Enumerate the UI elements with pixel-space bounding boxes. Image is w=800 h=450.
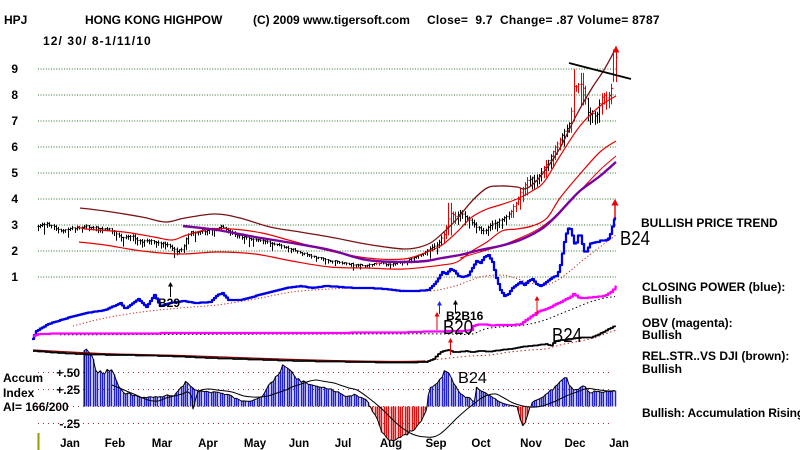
svg-text:Index: Index bbox=[3, 386, 35, 400]
svg-text:3: 3 bbox=[11, 218, 18, 232]
svg-text:REL.STR..VS DJI (brown):: REL.STR..VS DJI (brown): bbox=[642, 349, 789, 363]
svg-text:2: 2 bbox=[11, 244, 18, 258]
svg-text:+.25: +.25 bbox=[56, 383, 80, 397]
svg-text:+.50: +.50 bbox=[56, 366, 80, 380]
svg-text:BULLISH PRICE TREND: BULLISH PRICE TREND bbox=[641, 216, 778, 230]
svg-text:12/ 30/ 8-1/11/10: 12/ 30/ 8-1/11/10 bbox=[43, 34, 152, 48]
svg-text:Apr: Apr bbox=[198, 438, 218, 450]
svg-text:B24: B24 bbox=[552, 325, 582, 347]
svg-text:OBV (magenta):: OBV (magenta): bbox=[642, 316, 733, 330]
svg-text:Bullish: Bullish bbox=[642, 293, 682, 307]
svg-text:6: 6 bbox=[11, 140, 18, 154]
svg-text:Mar: Mar bbox=[152, 438, 173, 450]
svg-text:B20: B20 bbox=[443, 317, 473, 339]
svg-text:7: 7 bbox=[11, 114, 18, 128]
svg-text:4: 4 bbox=[11, 192, 18, 206]
svg-text:AI= 166/200: AI= 166/200 bbox=[3, 400, 69, 414]
svg-text:B24: B24 bbox=[620, 228, 650, 250]
svg-text:May: May bbox=[244, 438, 267, 450]
svg-text:-.25: -.25 bbox=[59, 417, 80, 431]
svg-text:Bullish: Bullish bbox=[642, 328, 682, 342]
svg-text:Close= 9.7 Change= .87 Volum: Close= 9.7 Change= .87 Volume= 8787 bbox=[427, 13, 660, 27]
svg-text:Bullish: Bullish bbox=[642, 362, 682, 376]
svg-text:B2B16: B2B16 bbox=[446, 309, 484, 323]
svg-text:Accum: Accum bbox=[3, 371, 43, 385]
svg-text:HONG KONG HIGHPOW: HONG KONG HIGHPOW bbox=[85, 13, 223, 27]
svg-text:5: 5 bbox=[11, 166, 18, 180]
svg-text:Sep: Sep bbox=[425, 438, 446, 450]
svg-text:(C) 2009 www.tigersoft.com: (C) 2009 www.tigersoft.com bbox=[253, 13, 410, 27]
svg-text:Jan: Jan bbox=[60, 438, 80, 450]
svg-text:CLOSING POWER (blue):: CLOSING POWER (blue): bbox=[642, 280, 785, 294]
svg-text:Jun: Jun bbox=[289, 438, 309, 450]
svg-text:8: 8 bbox=[11, 88, 18, 102]
svg-text:Aug: Aug bbox=[380, 438, 402, 450]
svg-text:1: 1 bbox=[11, 270, 18, 284]
svg-text:Nov: Nov bbox=[520, 438, 542, 450]
svg-text:B24: B24 bbox=[458, 370, 487, 387]
svg-text:9: 9 bbox=[11, 62, 18, 76]
svg-text:Bullish: Accumulation Rising: Bullish: Accumulation Rising bbox=[642, 406, 800, 420]
svg-text:Jan: Jan bbox=[609, 438, 629, 450]
svg-text:Feb: Feb bbox=[105, 438, 125, 450]
svg-text:HPJ: HPJ bbox=[4, 13, 27, 27]
svg-text:Oct: Oct bbox=[471, 438, 490, 450]
svg-text:Dec: Dec bbox=[564, 438, 586, 450]
svg-text:Jul: Jul bbox=[335, 438, 352, 450]
svg-text:B29: B29 bbox=[158, 296, 180, 310]
